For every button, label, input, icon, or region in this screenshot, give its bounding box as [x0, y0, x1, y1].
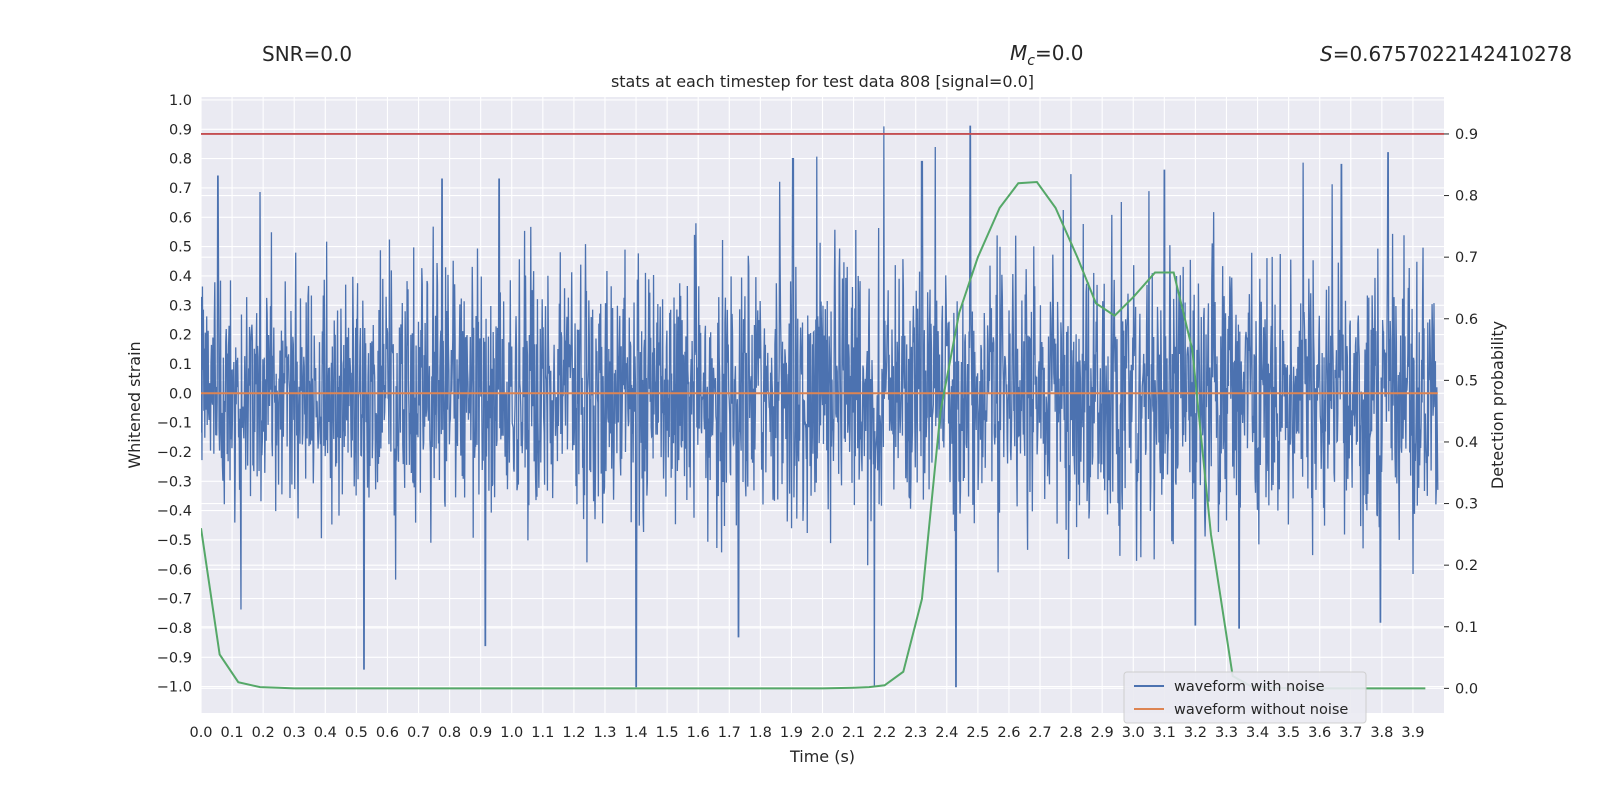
line-series: [201, 133, 1444, 690]
x-tick-label: 0.7: [407, 725, 430, 741]
x-tick-label: 0.0: [189, 725, 212, 741]
x-tick-label: 0.4: [314, 725, 337, 741]
y-tick-label-left: 0.3: [169, 298, 192, 314]
x-tick-label: 2.7: [1028, 725, 1051, 741]
x-tick-label: 3.8: [1370, 725, 1393, 741]
y-tick-label-right: 0.1: [1455, 620, 1478, 636]
snr-label: SNR=0.0: [262, 42, 352, 66]
y-axis-label-left: Whitened strain: [125, 341, 144, 468]
x-tick-label: 3.2: [1184, 725, 1207, 741]
chirp-mass-subscript: c: [1027, 53, 1035, 69]
x-tick-label: 1.1: [531, 725, 554, 741]
x-tick-label: 1.4: [625, 725, 648, 741]
y-tick-label-right: 0.2: [1455, 558, 1478, 574]
x-axis-label: Time (s): [789, 747, 855, 766]
y-tick-label-left: 0.9: [169, 122, 192, 138]
chirp-mass-label: Mc=0.0: [1010, 41, 1084, 69]
x-tick-label: 3.9: [1401, 725, 1424, 741]
y-tick-label-left: 0.6: [169, 210, 192, 226]
x-tick-label: 3.7: [1339, 725, 1362, 741]
x-tick-label: 1.5: [656, 725, 679, 741]
x-tick-label: 0.8: [438, 725, 461, 741]
x-tick-label: 2.6: [997, 725, 1020, 741]
statistic-value: =0.6757022142410278: [1333, 42, 1572, 66]
y-tick-label-left: −0.8: [157, 621, 192, 637]
x-tick-label: 2.3: [904, 725, 927, 741]
y-tick-label-left: −0.6: [157, 562, 192, 578]
legend: waveform with noise waveform without noi…: [1123, 671, 1367, 724]
x-tick-label: 0.3: [283, 725, 306, 741]
x-tick-label: 0.5: [345, 725, 368, 741]
x-tick-label: 3.4: [1246, 725, 1269, 741]
y-tick-label-right: 0.4: [1455, 435, 1478, 451]
y-tick-label-left: −0.1: [157, 416, 192, 432]
x-tick-label: 2.0: [811, 725, 834, 741]
statistic-symbol: S: [1320, 42, 1333, 66]
noise-waveform-series: [201, 125, 1439, 688]
x-tick-label: 2.4: [935, 725, 958, 741]
y-tick-label-right: 0.7: [1455, 250, 1478, 266]
y-tick-label-left: −0.2: [157, 445, 192, 461]
y-axis-label-right: Detection probability: [1488, 321, 1507, 489]
y-tick-label-left: 0.8: [169, 152, 192, 168]
x-tick-label: 2.8: [1060, 725, 1083, 741]
y-tick-label-left: −0.4: [157, 504, 192, 520]
y-tick-label-left: −1.0: [157, 680, 192, 696]
legend-label-clean: waveform without noise: [1174, 702, 1348, 718]
detection-probability-line: [201, 180, 1426, 690]
x-tick-label: 0.9: [469, 725, 492, 741]
y-tick-label-right: 0.0: [1455, 681, 1478, 697]
y-tick-label-left: 0.4: [169, 269, 192, 285]
x-tick-label: 3.0: [1122, 725, 1145, 741]
y-tick-label-right: 0.5: [1455, 373, 1478, 389]
y-tick-label-right: 0.8: [1455, 189, 1478, 205]
x-tick-label: 1.9: [780, 725, 803, 741]
x-tick-label: 3.5: [1277, 725, 1300, 741]
chirp-mass-symbol: M: [1010, 41, 1027, 65]
x-tick-label: 1.7: [718, 725, 741, 741]
x-tick-label: 3.1: [1153, 725, 1176, 741]
y-tick-label-left: −0.3: [157, 474, 192, 490]
legend-label-noise: waveform with noise: [1174, 679, 1325, 695]
y-tick-label-left: 0.1: [169, 357, 192, 373]
x-tick-label: 3.6: [1308, 725, 1331, 741]
y-tick-label-left: −0.9: [157, 650, 192, 666]
y-tick-label-right: 0.3: [1455, 497, 1478, 513]
x-tick-label: 3.3: [1215, 725, 1238, 741]
y-tick-label-right: 0.9: [1455, 127, 1478, 143]
x-tick-label: 1.6: [687, 725, 710, 741]
y-tick-label-left: 0.0: [169, 386, 192, 402]
tick-labels: 0.0 0.1 0.2 0.3 0.4 0.5 0.6 0.7 0.8 0.9 1.0 1.1 1.2 1…: [157, 93, 1478, 741]
noise-waveform-line: [201, 125, 1439, 688]
y-tick-label-left: 0.7: [169, 181, 192, 197]
y-tick-label-left: 0.2: [169, 328, 192, 344]
x-tick-label: 0.2: [252, 725, 275, 741]
x-tick-label: 1.3: [593, 725, 616, 741]
x-tick-label: 0.6: [376, 725, 399, 741]
statistic-label: S=0.6757022142410278: [1320, 42, 1572, 66]
x-tick-label: 2.5: [966, 725, 989, 741]
y-tick-label-left: −0.7: [157, 592, 192, 608]
chirp-mass-value: =0.0: [1035, 41, 1084, 65]
x-tick-label: 2.2: [873, 725, 896, 741]
y-tick-label-left: −0.5: [157, 533, 192, 549]
x-tick-label: 1.0: [500, 725, 523, 741]
y-tick-label-right: 0.6: [1455, 312, 1478, 328]
legend-box: [1123, 671, 1367, 724]
x-tick-label: 1.8: [749, 725, 772, 741]
x-tick-label: 0.1: [221, 725, 244, 741]
chart-title: stats at each timestep for test data 808…: [611, 72, 1034, 91]
x-tick-label: 2.1: [842, 725, 865, 741]
x-tick-label: 2.9: [1091, 725, 1114, 741]
x-tick-label: 1.2: [562, 725, 585, 741]
y-tick-label-left: 0.5: [169, 240, 192, 256]
y-tick-label-left: 1.0: [169, 93, 192, 109]
